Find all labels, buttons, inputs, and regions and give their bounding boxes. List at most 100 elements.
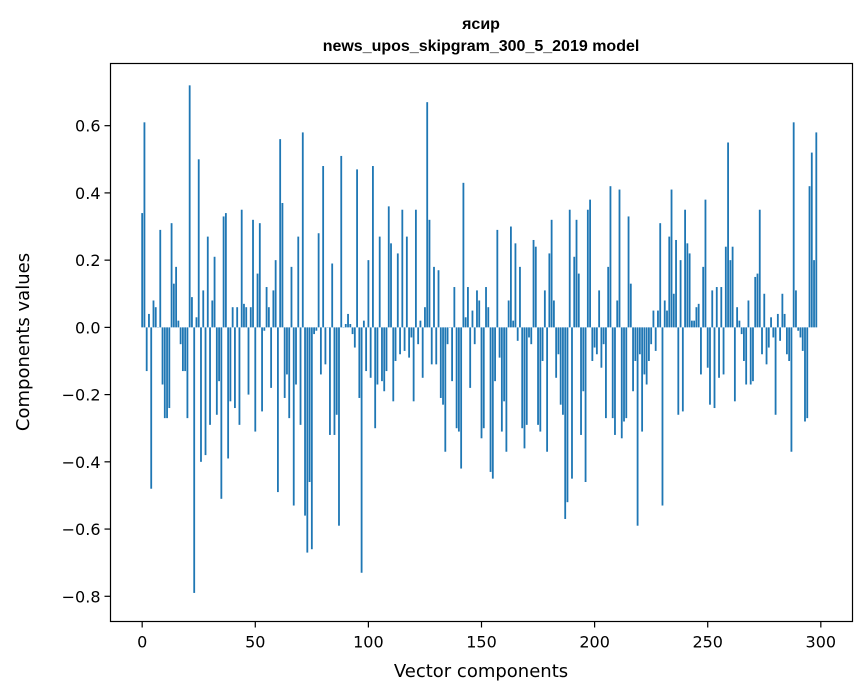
bar-component-73 bbox=[306, 327, 309, 553]
bar-component-276 bbox=[765, 327, 768, 365]
bar-component-203 bbox=[600, 327, 603, 368]
bar-component-130 bbox=[435, 327, 438, 365]
bar-component-118 bbox=[408, 327, 411, 358]
bar-component-195 bbox=[582, 327, 585, 392]
bar-component-22 bbox=[191, 297, 193, 328]
bar-component-6 bbox=[154, 307, 157, 328]
bar-component-15 bbox=[175, 266, 178, 328]
bar-component-128 bbox=[430, 327, 433, 365]
bar-component-240 bbox=[684, 209, 686, 328]
bar-component-113 bbox=[396, 253, 399, 328]
bar-component-236 bbox=[675, 239, 677, 328]
bar-component-0 bbox=[141, 213, 144, 328]
bar-component-218 bbox=[634, 327, 637, 361]
bar-component-190 bbox=[571, 327, 573, 479]
bar-component-212 bbox=[620, 327, 623, 439]
bar-component-87 bbox=[338, 327, 340, 526]
bar-component-137 bbox=[451, 327, 453, 382]
bar-component-104 bbox=[376, 327, 379, 385]
bar-component-220 bbox=[638, 327, 641, 355]
bar-component-271 bbox=[754, 276, 757, 328]
bar-component-182 bbox=[552, 300, 555, 328]
bar-component-184 bbox=[557, 327, 560, 355]
bar-component-33 bbox=[215, 327, 218, 415]
bar-component-26 bbox=[200, 327, 202, 462]
y-tick-label: −0.2 bbox=[62, 386, 101, 405]
y-tick-label: −0.4 bbox=[62, 453, 101, 472]
bar-component-290 bbox=[797, 327, 800, 331]
bar-component-2 bbox=[145, 327, 148, 372]
bar-component-204 bbox=[602, 327, 605, 345]
bar-component-102 bbox=[372, 166, 374, 328]
bar-component-24 bbox=[195, 317, 198, 328]
bar-component-117 bbox=[405, 236, 408, 328]
bar-component-78 bbox=[317, 233, 320, 328]
bar-component-259 bbox=[727, 142, 729, 328]
bar-component-147 bbox=[473, 327, 476, 345]
bar-component-166 bbox=[516, 327, 519, 341]
bar-component-215 bbox=[627, 216, 630, 328]
bar-component-219 bbox=[636, 327, 639, 526]
bar-component-273 bbox=[758, 209, 761, 328]
bar-component-11 bbox=[166, 327, 168, 419]
bar-component-243 bbox=[690, 320, 693, 328]
bar-component-295 bbox=[808, 186, 811, 328]
bar-component-35 bbox=[220, 327, 223, 499]
bar-component-23 bbox=[193, 327, 196, 593]
bar-component-232 bbox=[666, 310, 668, 328]
bar-component-268 bbox=[747, 300, 750, 328]
bar-component-93 bbox=[351, 327, 354, 335]
bar-component-245 bbox=[695, 307, 698, 328]
bar-component-279 bbox=[772, 327, 775, 338]
bar-component-38 bbox=[227, 327, 230, 459]
bar-component-71 bbox=[301, 132, 304, 328]
bar-component-179 bbox=[546, 327, 549, 452]
bar-component-129 bbox=[433, 266, 435, 328]
bar-component-201 bbox=[595, 327, 598, 355]
bar-component-217 bbox=[632, 327, 634, 392]
bar-component-60 bbox=[277, 327, 279, 493]
bar-component-106 bbox=[381, 327, 383, 382]
bar-component-61 bbox=[279, 139, 282, 328]
bar-component-161 bbox=[505, 327, 508, 452]
bar-component-277 bbox=[767, 327, 770, 348]
bar-component-222 bbox=[643, 327, 646, 375]
bar-component-226 bbox=[652, 310, 655, 328]
bar-component-163 bbox=[510, 226, 512, 328]
y-tick-label: −0.6 bbox=[62, 520, 101, 539]
bar-component-148 bbox=[476, 290, 478, 328]
bar-component-160 bbox=[503, 327, 506, 402]
bar-component-261 bbox=[731, 246, 734, 328]
bar-component-269 bbox=[749, 327, 752, 385]
bar-component-274 bbox=[761, 327, 763, 355]
bar-component-294 bbox=[806, 327, 809, 419]
bar-component-108 bbox=[385, 327, 388, 372]
bar-component-51 bbox=[256, 273, 259, 328]
bar-component-59 bbox=[274, 260, 277, 328]
bar-component-120 bbox=[412, 327, 415, 402]
bar-component-235 bbox=[672, 293, 675, 328]
bar-component-293 bbox=[804, 327, 806, 422]
bar-component-12 bbox=[168, 327, 171, 409]
bar-component-121 bbox=[414, 209, 417, 328]
bar-component-70 bbox=[299, 327, 302, 425]
bar-component-42 bbox=[236, 307, 239, 328]
bar-component-164 bbox=[512, 320, 515, 328]
bar-component-228 bbox=[657, 310, 659, 328]
bar-component-68 bbox=[295, 327, 297, 385]
bar-component-81 bbox=[324, 327, 327, 365]
bar-component-72 bbox=[304, 327, 306, 516]
bar-component-140 bbox=[457, 327, 460, 432]
bar-component-34 bbox=[218, 327, 220, 382]
bar-component-256 bbox=[720, 287, 723, 328]
bar-component-178 bbox=[543, 290, 546, 328]
bar-component-46 bbox=[245, 307, 248, 328]
bar-component-20 bbox=[186, 327, 189, 419]
bar-component-146 bbox=[471, 310, 474, 328]
bar-component-162 bbox=[507, 300, 510, 328]
bar-component-211 bbox=[618, 189, 621, 328]
bar-component-255 bbox=[718, 327, 720, 378]
bar-component-167 bbox=[519, 266, 521, 328]
